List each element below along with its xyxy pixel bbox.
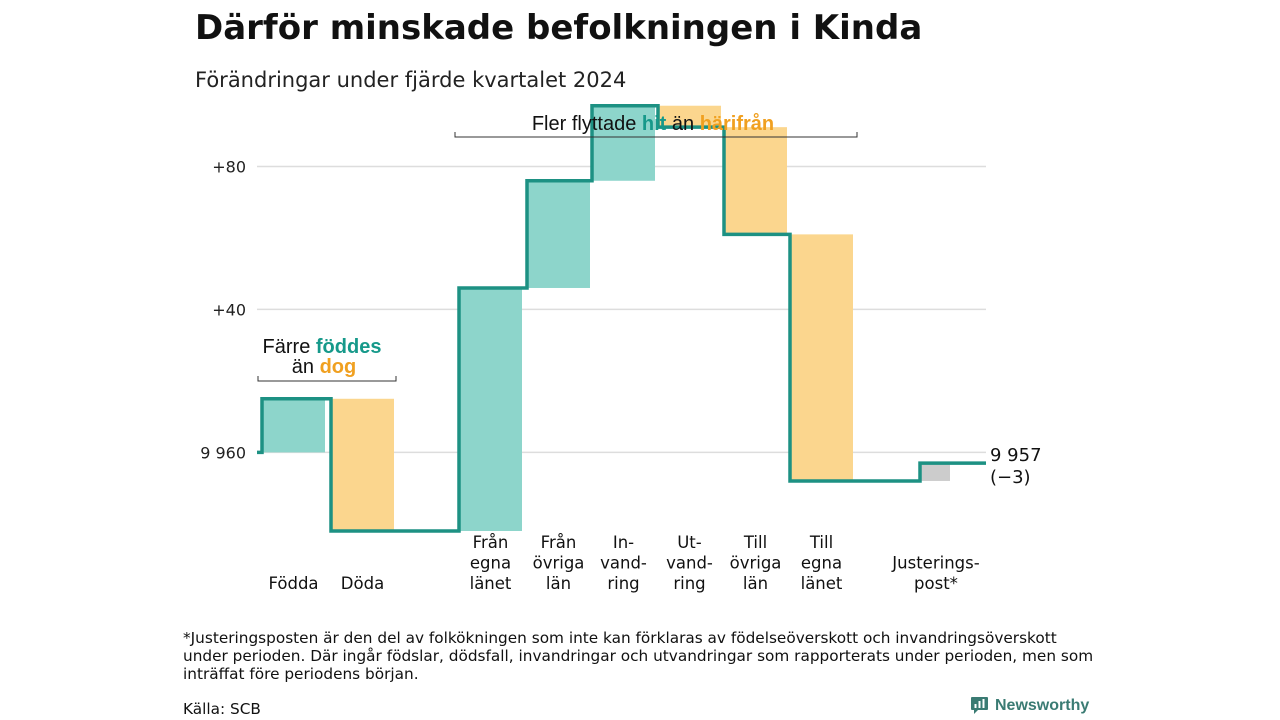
bar-adjustment [920, 463, 950, 481]
step-line-layer [257, 103, 986, 533]
end-change-label: (−3) [990, 467, 1031, 488]
category-label: Från [473, 533, 509, 552]
category-label: länet [801, 574, 843, 593]
bar-in [592, 105, 655, 181]
category-label: In- [613, 533, 634, 552]
category-label: post* [914, 574, 958, 593]
births-annotation-line2: än dog [292, 356, 356, 378]
annotation-text-segment: än [292, 356, 320, 378]
y-axis-ticks: 9 960 +40 +80 [200, 157, 246, 462]
category-label: ring [673, 574, 705, 593]
annotation-highlight-out: härifrån [700, 112, 774, 135]
category-label: vand- [666, 554, 713, 573]
category-label: Justerings- [891, 554, 979, 573]
brand[interactable]: Newsworthy [970, 696, 1089, 715]
category-labels: Födda DödaFrånegnalänetFrånövrigalänIn-va… [268, 445, 1041, 593]
category-label: ring [607, 574, 639, 593]
brand-name: Newsworthy [995, 696, 1090, 714]
category-label: övriga [730, 554, 782, 573]
source-credit: Källa: SCB [183, 700, 261, 718]
category-label: Till [743, 533, 767, 552]
annotation-text-segment: Fler flyttade [532, 113, 642, 135]
migration-annotation-text: Fler flyttade hit än härifrån [532, 112, 774, 135]
bars [262, 105, 950, 531]
annotation-text-segment: Färre [263, 336, 316, 358]
annotations: Fler flyttade hit än härifrån Färre födde… [257, 112, 858, 382]
bar-in [262, 398, 325, 453]
bar-out [790, 234, 853, 481]
y-tick-label: 9 960 [200, 443, 246, 462]
category-label: Från [541, 533, 577, 552]
annotation-text-segment: än [666, 113, 699, 135]
category-label: övriga [533, 554, 585, 573]
bar-out [331, 398, 394, 531]
y-tick-label: +40 [212, 300, 246, 319]
category-label: egna [470, 554, 511, 573]
annotation-highlight-in: hit [642, 113, 667, 135]
y-tick-label: +80 [212, 157, 246, 176]
category-label: Födda [268, 574, 318, 593]
annotation-highlight-in: föddes [316, 336, 382, 358]
chart-subtitle: Förändringar under fjärde kvartalet 2024 [195, 68, 627, 92]
births-annotation-line1: Färre föddes [263, 336, 382, 358]
bar-in [527, 180, 590, 288]
bar-out [658, 105, 721, 128]
end-value-label: 9 957 [990, 445, 1042, 466]
bar-in [459, 287, 522, 531]
category-label: Döda [341, 574, 384, 593]
category-label: Ut- [677, 533, 702, 552]
waterfall-chart: 9 960+40+80 Födda DödaFrånegnalänetFrånöv… [200, 103, 1042, 593]
newsworthy-logo-icon [971, 697, 988, 714]
migration-bracket [454, 132, 858, 138]
step-line [257, 103, 986, 533]
bar-out [724, 127, 787, 235]
category-label: länet [470, 574, 512, 593]
chart-title: Därför minskade befolkningen i Kinda [195, 8, 923, 48]
births-bracket [257, 376, 397, 382]
category-label: Till [809, 533, 833, 552]
category-label: egna [801, 554, 842, 573]
category-label: län [546, 574, 571, 593]
category-label: län [743, 574, 768, 593]
annotation-highlight-out: dog [320, 356, 357, 378]
category-label: vand- [600, 554, 647, 573]
footnote: *Justeringsposten är den del av folkökni… [183, 629, 1094, 683]
